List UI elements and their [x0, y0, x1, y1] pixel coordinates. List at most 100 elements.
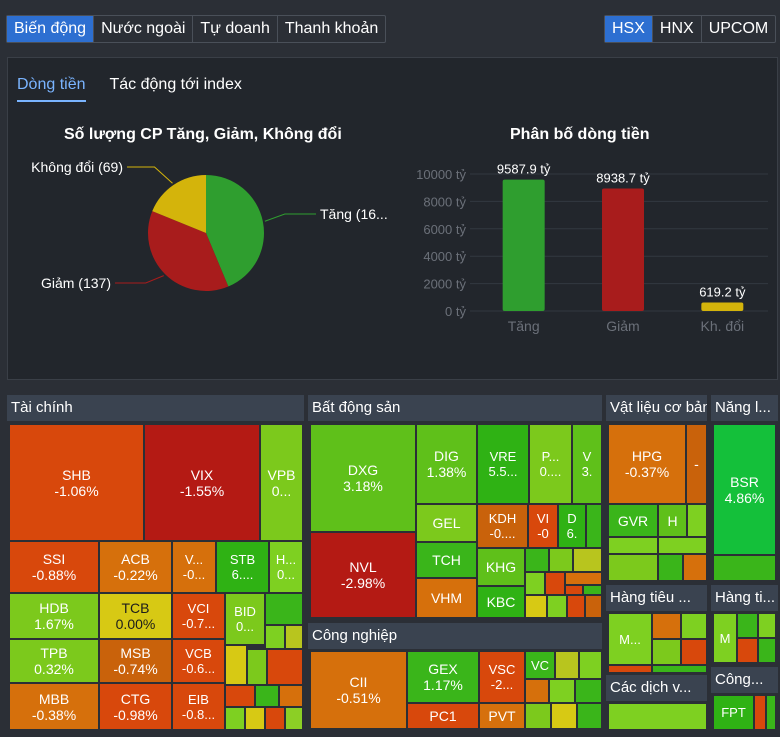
treemap-cell-small[interactable]: [549, 679, 575, 703]
treemap-cell-small[interactable]: [267, 649, 303, 685]
sector-title[interactable]: Công...: [711, 667, 778, 693]
treemap-cell-small[interactable]: [586, 504, 602, 548]
treemap-cell[interactable]: KHG: [477, 548, 525, 586]
treemap-cell-small[interactable]: [549, 548, 573, 572]
bar-1[interactable]: [602, 188, 644, 311]
treemap-cell-small[interactable]: [225, 685, 255, 707]
treemap-cell[interactable]: HDB 1.67%: [9, 593, 99, 639]
tab-tac-dong-index[interactable]: Tác động tới index: [109, 76, 242, 93]
treemap-cell[interactable]: M: [713, 613, 737, 663]
treemap-cell-small[interactable]: [608, 554, 658, 581]
treemap-cell[interactable]: VCI -0.7...: [172, 593, 225, 639]
pie-slice-0[interactable]: [206, 175, 264, 287]
treemap-cell[interactable]: GEL: [416, 504, 477, 542]
treemap-cell[interactable]: SHB -1.06%: [9, 424, 144, 541]
treemap-cell[interactable]: FPT: [713, 695, 754, 730]
tab-thanh-khoan[interactable]: Thanh khoản: [284, 20, 379, 37]
treemap-cell-small[interactable]: [737, 613, 758, 638]
treemap-cell[interactable]: EIB -0.8...: [172, 683, 225, 730]
treemap-cell[interactable]: STB 6....: [216, 541, 269, 593]
treemap-cell-small[interactable]: [551, 703, 577, 729]
sector-title[interactable]: Bất động sản: [308, 395, 602, 421]
treemap-cell[interactable]: CII -0.51%: [310, 651, 407, 729]
bar-2[interactable]: [701, 302, 744, 311]
pie-slice-1[interactable]: [148, 211, 229, 291]
treemap-cell-small[interactable]: [525, 679, 549, 703]
treemap-cell[interactable]: VSC -2...: [479, 651, 525, 703]
treemap-cell-small[interactable]: [285, 707, 303, 730]
treemap-cell-small[interactable]: [608, 703, 707, 730]
treemap-cell-small[interactable]: [225, 645, 247, 685]
treemap-cell-small[interactable]: [565, 572, 602, 585]
treemap-cell-small[interactable]: [573, 548, 602, 572]
treemap-cell-small[interactable]: [225, 707, 245, 730]
treemap-cell-small[interactable]: [608, 537, 658, 554]
treemap-cell[interactable]: DIG 1.38%: [416, 424, 477, 504]
treemap-cell-small[interactable]: [754, 695, 766, 730]
treemap-cell[interactable]: M...: [608, 613, 652, 665]
bar-0[interactable]: [502, 179, 545, 311]
treemap-cell[interactable]: KBC: [477, 586, 525, 618]
treemap-cell[interactable]: ACB -0.22%: [99, 541, 172, 593]
treemap-cell-small[interactable]: [285, 625, 303, 649]
treemap-cell-small[interactable]: [547, 595, 567, 618]
treemap-cell-small[interactable]: [545, 572, 565, 595]
treemap-cell-small[interactable]: [608, 665, 652, 673]
treemap-cell-small[interactable]: [713, 555, 776, 581]
treemap-cell-small[interactable]: [565, 585, 583, 595]
treemap-cell-small[interactable]: [525, 703, 551, 729]
treemap-cell[interactable]: H: [658, 504, 687, 537]
treemap-cell[interactable]: -: [686, 424, 707, 504]
sector-title[interactable]: Các dịch v...: [606, 675, 707, 701]
tab-nuoc-ngoai[interactable]: Nước ngoài: [94, 16, 194, 42]
treemap-cell[interactable]: GVR: [608, 504, 658, 537]
treemap-cell-small[interactable]: [525, 595, 547, 618]
treemap-cell[interactable]: VC: [525, 651, 555, 679]
treemap-cell-small[interactable]: [577, 703, 602, 729]
treemap-cell[interactable]: TCB 0.00%: [99, 593, 172, 639]
treemap-cell-small[interactable]: [247, 649, 267, 685]
treemap-cell-small[interactable]: [525, 548, 549, 572]
treemap-cell[interactable]: TCH: [416, 542, 477, 578]
tab-upcom[interactable]: UPCOM: [708, 20, 769, 37]
tab-hsx[interactable]: HSX: [605, 16, 653, 42]
treemap-cell[interactable]: CTG -0.98%: [99, 683, 172, 730]
treemap-cell[interactable]: VRE 5.5...: [477, 424, 529, 504]
treemap-cell-small[interactable]: [683, 554, 707, 581]
treemap-cell-small[interactable]: [279, 685, 303, 707]
treemap-cell[interactable]: VPB 0...: [260, 424, 303, 541]
treemap-cell-small[interactable]: [658, 554, 683, 581]
treemap-cell-small[interactable]: [583, 585, 602, 595]
treemap-cell-small[interactable]: [525, 572, 545, 595]
treemap-cell[interactable]: V 3.: [572, 424, 602, 504]
treemap-cell-small[interactable]: [575, 679, 602, 703]
treemap-cell-small[interactable]: [652, 613, 681, 639]
treemap-cell[interactable]: BSR 4.86%: [713, 424, 776, 555]
sector-title[interactable]: Năng l...: [711, 395, 778, 421]
treemap-cell[interactable]: P... 0....: [529, 424, 572, 504]
treemap-cell[interactable]: DXG 3.18%: [310, 424, 416, 532]
treemap-cell-small[interactable]: [681, 639, 707, 665]
treemap-cell[interactable]: NVL -2.98%: [310, 532, 416, 618]
treemap-cell[interactable]: BID 0...: [225, 593, 265, 645]
treemap-cell[interactable]: V... -0...: [172, 541, 216, 593]
treemap-cell-small[interactable]: [758, 613, 776, 638]
pie-slice-2[interactable]: [152, 175, 206, 233]
treemap-cell[interactable]: GEX 1.17%: [407, 651, 479, 703]
treemap-cell-small[interactable]: [766, 695, 776, 730]
treemap-cell[interactable]: VIX -1.55%: [144, 424, 260, 541]
sector-title[interactable]: Hàng tiêu ...: [606, 585, 707, 611]
treemap-cell[interactable]: PVT: [479, 703, 525, 729]
treemap-cell[interactable]: SSI -0.88%: [9, 541, 99, 593]
treemap-cell[interactable]: VI -0: [528, 504, 558, 548]
treemap-cell[interactable]: MBB -0.38%: [9, 683, 99, 730]
treemap-cell[interactable]: PC1: [407, 703, 479, 729]
treemap-cell-small[interactable]: [265, 593, 303, 625]
tab-dong-tien[interactable]: Dòng tiền: [17, 76, 86, 102]
treemap-cell[interactable]: D 6.: [558, 504, 586, 548]
treemap-cell-small[interactable]: [555, 651, 579, 679]
treemap-cell-small[interactable]: [758, 638, 776, 663]
treemap-cell-small[interactable]: [585, 595, 602, 618]
treemap-cell-small[interactable]: [658, 537, 707, 554]
treemap-cell[interactable]: VCB -0.6...: [172, 639, 225, 683]
